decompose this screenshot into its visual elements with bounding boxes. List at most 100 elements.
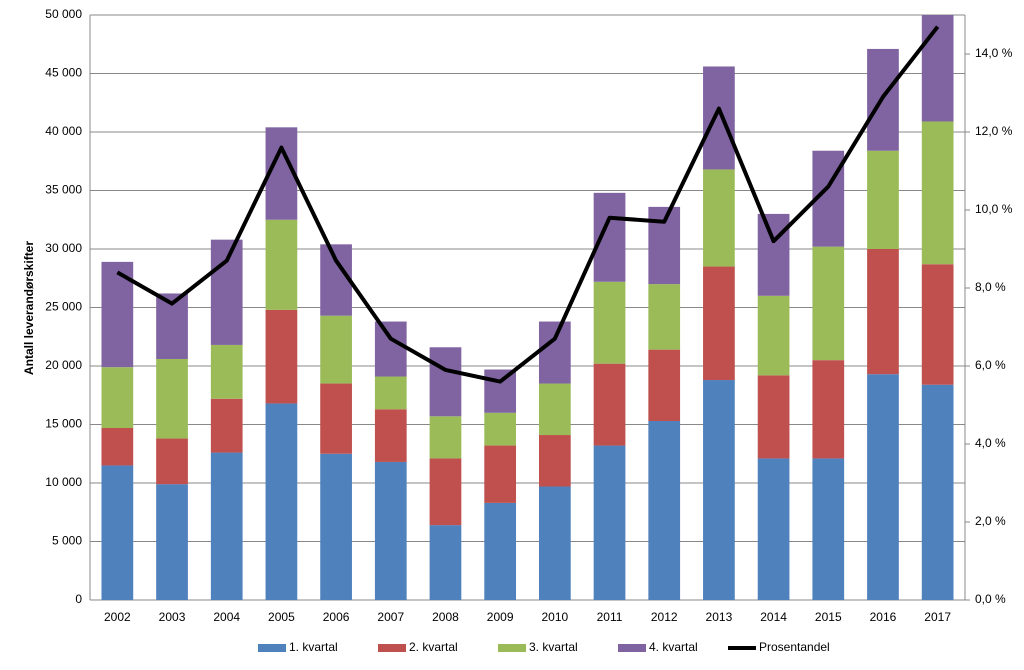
x-tick-label: 2008 — [432, 610, 459, 624]
bar-segment — [538, 383, 571, 436]
bar-segment — [429, 416, 462, 459]
bar-segment — [538, 321, 571, 384]
line — [116, 25, 940, 384]
bar-segment — [703, 66, 735, 170]
x-tick-label: 2015 — [815, 610, 842, 624]
bar-segment — [484, 369, 517, 413]
y-tick-label: 25 000 — [45, 300, 82, 314]
y-tick-label: 20 000 — [45, 358, 82, 372]
bar-segment — [320, 383, 352, 454]
y-tick-label: 15 000 — [45, 417, 82, 431]
x-tick-label: 2010 — [541, 610, 568, 624]
bar-segment — [210, 398, 243, 453]
bar-segment — [320, 453, 352, 600]
bar-segment — [648, 349, 681, 421]
bar-segment — [593, 192, 626, 282]
legend-swatch — [258, 644, 286, 652]
y-tick-label: 35 000 — [45, 183, 82, 197]
bar-segment — [867, 150, 899, 249]
y-tick-label: 10 000 — [45, 475, 82, 489]
bar-segment — [156, 358, 188, 439]
bar-segment — [648, 420, 681, 600]
bar-segment — [484, 502, 517, 600]
bar-segment — [703, 169, 735, 267]
bar-segment — [265, 309, 298, 404]
legend-label: Prosentandel — [759, 640, 830, 654]
x-tick-label: 2012 — [651, 610, 678, 624]
legend-label: 4. kvartal — [649, 640, 698, 654]
bar-segment — [921, 384, 954, 600]
x-tick-label: 2007 — [377, 610, 404, 624]
x-tick-label: 2006 — [323, 610, 350, 624]
bar-segment — [265, 403, 298, 600]
bar-segment — [703, 380, 735, 600]
bar-segment — [374, 321, 407, 377]
bar-segment — [484, 412, 517, 446]
bar-segment — [210, 452, 243, 600]
bar-segment — [210, 239, 243, 345]
y-tick-label: 5 000 — [52, 534, 82, 548]
bar-segment — [757, 375, 790, 459]
x-tick-label: 2014 — [760, 610, 787, 624]
bar-segment — [374, 409, 407, 462]
bar-segment — [101, 465, 134, 600]
bar-segment — [812, 246, 845, 361]
x-tick-label: 2009 — [487, 610, 514, 624]
y2-tick-label: 0,0 % — [975, 592, 1006, 606]
bar-segment — [593, 281, 626, 364]
bar-segment — [538, 486, 571, 600]
bar-segment — [593, 363, 626, 446]
y-tick-label: 40 000 — [45, 124, 82, 138]
y2-tick-label: 2,0 % — [975, 514, 1006, 528]
bar-segment — [484, 445, 517, 503]
bar-segment — [703, 266, 735, 381]
bar-segment — [812, 458, 845, 600]
x-tick-label: 2003 — [159, 610, 186, 624]
x-tick-label: 2004 — [213, 610, 240, 624]
y2-tick-label: 6,0 % — [975, 358, 1006, 372]
y2-tick-label: 8,0 % — [975, 280, 1006, 294]
y2-tick-label: 14,0 % — [975, 46, 1013, 60]
y2-tick-label: 4,0 % — [975, 436, 1006, 450]
bar-segment — [648, 284, 681, 350]
x-tick-label: 2017 — [924, 610, 951, 624]
legend-swatch — [378, 644, 406, 652]
x-tick-label: 2016 — [870, 610, 897, 624]
y-tick-label: 30 000 — [45, 241, 82, 255]
bar-segment — [757, 213, 790, 296]
y-tick-label: 0 — [75, 592, 82, 606]
x-tick-label: 2013 — [706, 610, 733, 624]
bar-segment — [921, 264, 954, 385]
bar-segment — [374, 461, 407, 600]
bar-segment — [538, 435, 571, 487]
bar-segment — [374, 376, 407, 410]
bar-segment — [921, 121, 954, 265]
bar-segment — [156, 484, 188, 600]
bar-segment — [812, 360, 845, 459]
bar-segment — [429, 347, 462, 417]
bar-segment — [156, 438, 188, 485]
legend-swatch — [618, 644, 646, 652]
legend-label: 1. kvartal — [289, 640, 338, 654]
bar-segment — [265, 219, 298, 310]
legend-swatch — [498, 644, 526, 652]
legend-label: 2. kvartal — [409, 640, 458, 654]
bar-segment — [210, 344, 243, 399]
bar-segment — [429, 458, 462, 526]
y2-tick-label: 10,0 % — [975, 202, 1013, 216]
bar-segment — [921, 15, 954, 122]
y-axis-title: Antall leverandørskifter — [22, 241, 36, 375]
x-tick-label: 2011 — [597, 610, 623, 624]
legend-label: 3. kvartal — [529, 640, 578, 654]
bar-segment — [101, 428, 134, 466]
bar-segment — [757, 458, 790, 600]
bar-segment — [320, 315, 352, 384]
bar-segment — [593, 445, 626, 600]
x-tick-label: 2005 — [268, 610, 295, 624]
x-tick-label: 2002 — [104, 610, 131, 624]
bar-segment — [867, 374, 899, 600]
bar-segment — [429, 525, 462, 600]
bar-segment — [867, 249, 899, 375]
bar-segment — [757, 295, 790, 376]
